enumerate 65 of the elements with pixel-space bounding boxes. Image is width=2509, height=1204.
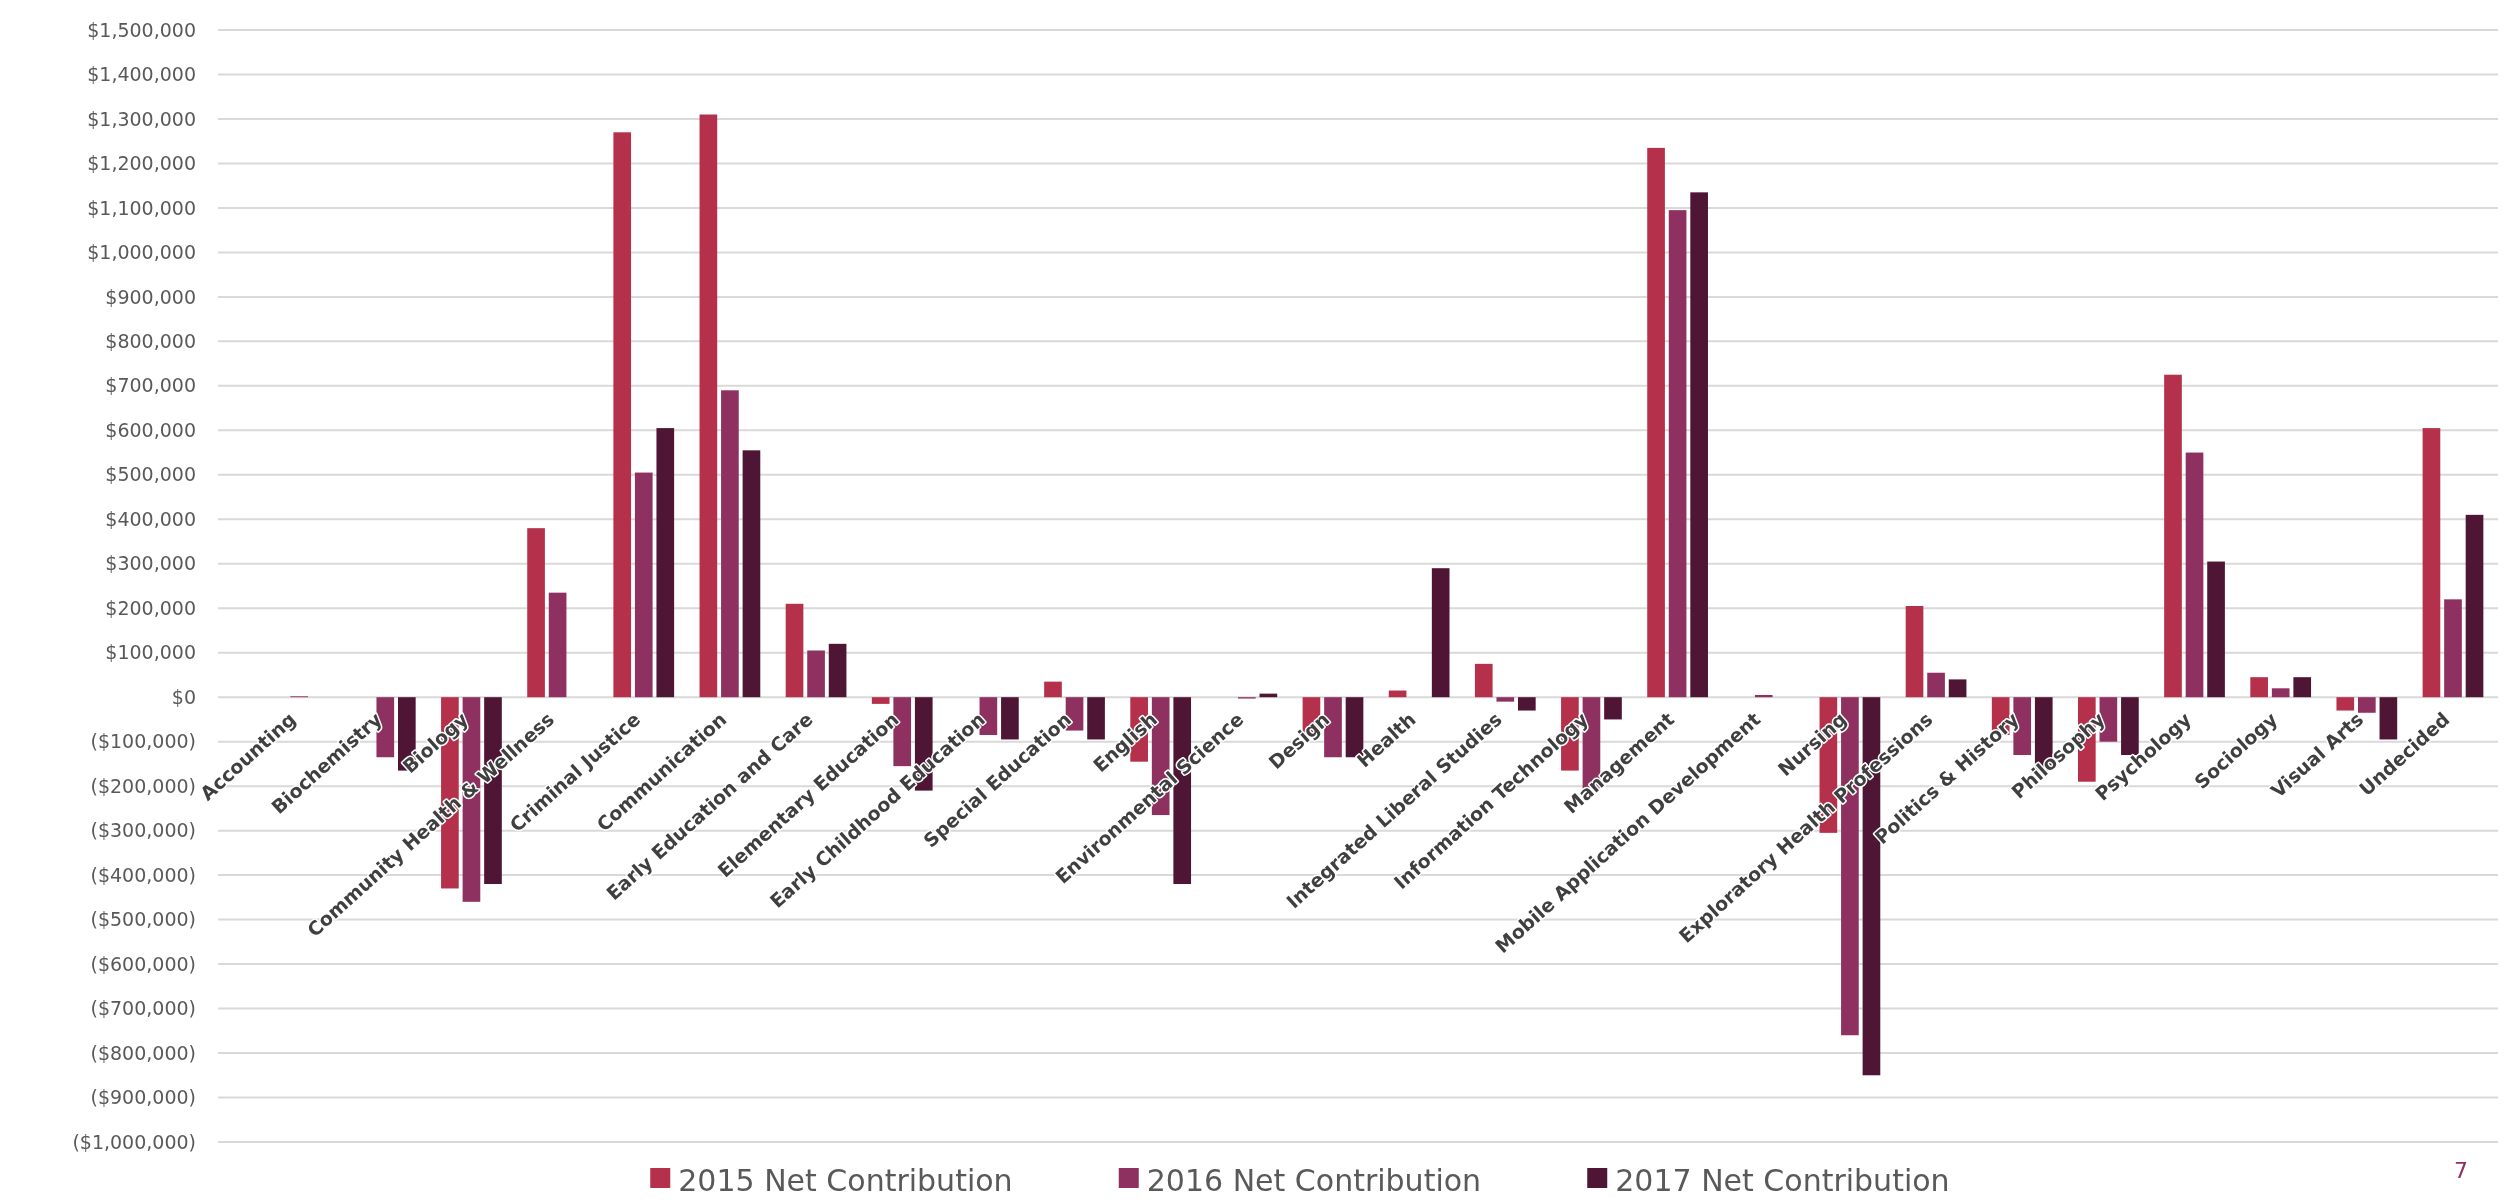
bar xyxy=(2271,688,2290,698)
bar xyxy=(548,592,567,698)
y-tick-label: ($400,000) xyxy=(90,863,196,886)
y-tick-label: $1,400,000 xyxy=(87,63,196,86)
bar xyxy=(1044,681,1062,698)
bar xyxy=(1474,663,1493,698)
y-tick-label: $900,000 xyxy=(105,285,196,308)
bar xyxy=(2250,677,2268,698)
bar xyxy=(1754,694,1773,698)
bar xyxy=(2336,697,2355,711)
bar xyxy=(2164,374,2182,698)
bar xyxy=(1905,606,1924,698)
y-tick-label: ($700,000) xyxy=(90,997,196,1020)
y-tick-label: $1,300,000 xyxy=(87,107,196,130)
bar xyxy=(656,428,675,698)
bar xyxy=(2358,697,2376,713)
y-tick-label: ($300,000) xyxy=(90,819,196,842)
bar xyxy=(828,643,847,698)
bar xyxy=(2207,561,2225,698)
legend-label: 2017 Net Contribution xyxy=(1615,1162,1950,1198)
y-tick-label: $1,000,000 xyxy=(87,241,196,264)
y-tick-label: $600,000 xyxy=(105,418,196,441)
legend-label: 2015 Net Contribution xyxy=(678,1162,1013,1198)
bar xyxy=(721,390,739,698)
y-tick-label: $300,000 xyxy=(105,552,196,575)
bar xyxy=(2422,428,2441,698)
y-tick-label: $500,000 xyxy=(105,463,196,486)
y-tick-label: ($800,000) xyxy=(90,1041,196,1064)
bar xyxy=(699,114,718,698)
bar xyxy=(807,650,825,698)
bar xyxy=(1496,697,1515,702)
bar xyxy=(742,450,761,698)
bar xyxy=(1668,210,1687,698)
bar xyxy=(1647,147,1665,698)
bar xyxy=(1431,568,1450,698)
y-tick-label: $100,000 xyxy=(105,641,196,664)
bar xyxy=(634,472,653,698)
text: 7 xyxy=(2454,1157,2468,1183)
y-tick-label: ($600,000) xyxy=(90,952,196,975)
y-tick-label: $200,000 xyxy=(105,596,196,619)
y-tick-label: $1,500,000 xyxy=(87,18,196,41)
bar xyxy=(1948,679,1967,698)
y-tick-label: $0 xyxy=(171,685,196,708)
y-tick-label: ($100,000) xyxy=(90,730,196,753)
y-tick-label: ($200,000) xyxy=(90,774,196,797)
bar xyxy=(2293,677,2312,698)
bar xyxy=(785,603,804,698)
bar xyxy=(2185,452,2204,698)
bar xyxy=(2444,599,2462,698)
y-tick-label: ($1,000,000) xyxy=(72,1130,196,1153)
y-tick-label: ($500,000) xyxy=(90,908,196,931)
bar xyxy=(613,132,632,698)
legend-label: 2016 Net Contribution xyxy=(1146,1162,1482,1198)
y-tick-label: $1,200,000 xyxy=(87,152,196,175)
bar xyxy=(871,697,890,704)
bar xyxy=(1927,672,1945,698)
bar xyxy=(527,528,545,698)
bar xyxy=(1690,192,1708,698)
y-tick-label: $400,000 xyxy=(105,507,196,530)
bar xyxy=(1518,697,1536,711)
y-tick-label: ($900,000) xyxy=(90,1086,196,1109)
y-tick-label: $1,100,000 xyxy=(87,196,196,219)
bar xyxy=(2465,514,2484,698)
y-tick-label: $700,000 xyxy=(105,374,196,397)
y-tick-label: $800,000 xyxy=(105,330,196,353)
